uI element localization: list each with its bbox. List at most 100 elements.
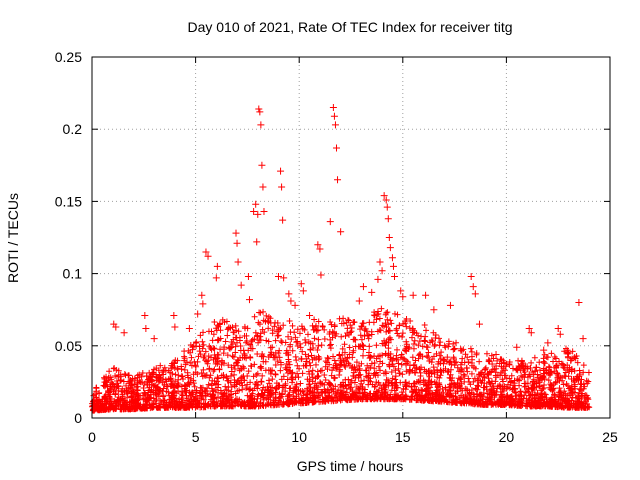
data-point [326,342,333,349]
data-point [304,391,311,398]
data-point [392,373,399,380]
data-point [95,403,102,410]
data-point [147,373,154,380]
data-point [434,374,441,381]
data-point [492,350,500,358]
data-point [189,391,196,398]
data-point [535,397,542,404]
data-point [190,343,197,350]
data-point [434,366,441,373]
data-point [573,352,580,359]
data-point [199,388,206,395]
data-point [406,369,413,376]
data-point [233,334,240,341]
data-point [286,368,293,375]
data-point [452,399,459,406]
data-point [438,368,445,375]
data-point [149,400,156,407]
data-point [401,356,408,363]
data-point [228,344,235,351]
data-point [109,380,116,387]
data-point [321,372,328,379]
data-point [247,340,254,347]
data-point [393,379,400,386]
data-point [151,382,158,389]
data-point [220,372,227,379]
data-point [246,386,253,393]
data-point [257,330,264,337]
data-point [194,310,202,318]
data-point [477,377,484,384]
data-point [437,339,444,346]
data-point [302,336,309,343]
data-point [112,323,120,331]
data-point [294,370,301,377]
data-point [251,399,258,406]
data-point [149,404,156,411]
data-point [519,402,526,409]
data-point [346,344,353,351]
data-point [403,382,410,389]
data-point [294,362,301,369]
data-point [213,355,220,362]
data-point [326,218,334,226]
data-point [91,391,98,398]
data-point [540,355,547,362]
data-point [415,355,422,362]
data-point [454,388,461,395]
data-point [262,318,269,325]
data-point [285,290,293,298]
data-point [320,396,327,403]
data-point [471,290,479,298]
data-point [480,401,487,408]
data-point [388,380,395,387]
data-point [484,370,491,377]
data-point [188,354,195,361]
data-point [260,393,267,400]
data-point [285,333,292,340]
data-point [457,345,464,352]
data-point [421,322,428,329]
data-point [121,370,128,377]
data-point [289,379,296,386]
data-point [579,335,587,343]
data-point [140,384,147,391]
data-point [435,397,442,404]
data-point [260,402,267,409]
data-point [363,367,370,374]
data-point [386,379,393,386]
data-point [150,335,158,343]
data-point [378,393,385,400]
data-point [222,338,229,345]
data-point [352,336,359,343]
data-point [568,385,575,392]
data-point [353,389,360,396]
data-point [423,391,430,398]
data-point [338,333,345,340]
data-point [438,349,445,356]
data-point [568,366,575,373]
x-tick-label: 15 [395,429,411,445]
data-point [418,333,425,340]
data-point [551,391,558,398]
data-point [382,381,389,388]
data-point [265,338,272,345]
data-point [194,371,201,378]
data-point [444,369,451,376]
data-point [542,391,549,398]
data-point [96,398,103,405]
data-point [292,383,299,390]
data-point [247,379,254,386]
data-point [425,354,432,361]
data-point [375,310,382,317]
data-point [230,354,237,361]
y-axis: 0 0.05 0.1 0.15 0.2 0.25 [55,49,610,426]
data-point [327,345,334,352]
data-point [261,389,268,396]
data-point [445,343,452,350]
data-point [233,239,241,247]
data-point [341,349,348,356]
data-point [539,394,546,401]
data-point [276,347,283,354]
y-axis-title: ROTI / TECUs [5,193,21,283]
